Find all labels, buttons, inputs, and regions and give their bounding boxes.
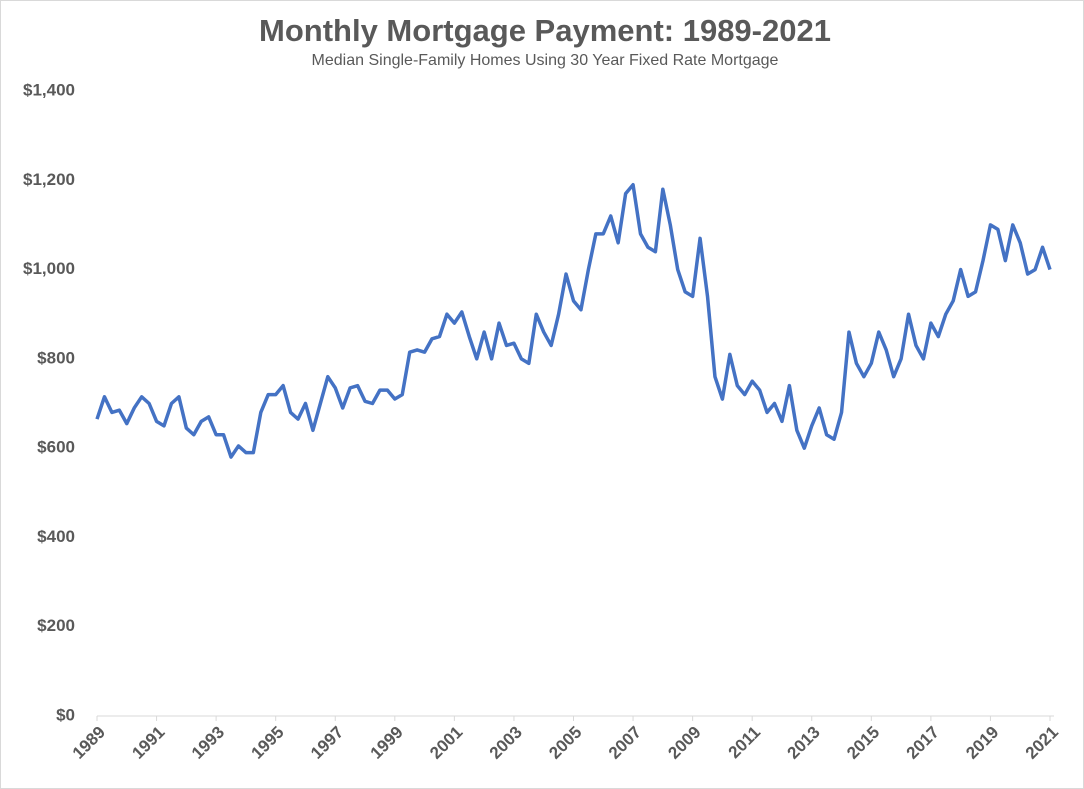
y-tick-label: $600: [37, 438, 75, 457]
chart-title: Monthly Mortgage Payment: 1989-2021: [259, 13, 831, 48]
y-tick-label: $200: [37, 616, 75, 635]
y-tick-label: $800: [37, 348, 75, 367]
y-tick-label: $1,200: [23, 170, 75, 189]
chart-subtitle: Median Single-Family Homes Using 30 Year…: [312, 52, 779, 69]
y-tick-label: $1,000: [23, 259, 75, 278]
y-tick-label: $400: [37, 527, 75, 546]
data-line: [95, 183, 1052, 459]
y-tick-label: $0: [56, 705, 75, 724]
y-tick-label: $1,400: [23, 80, 75, 99]
